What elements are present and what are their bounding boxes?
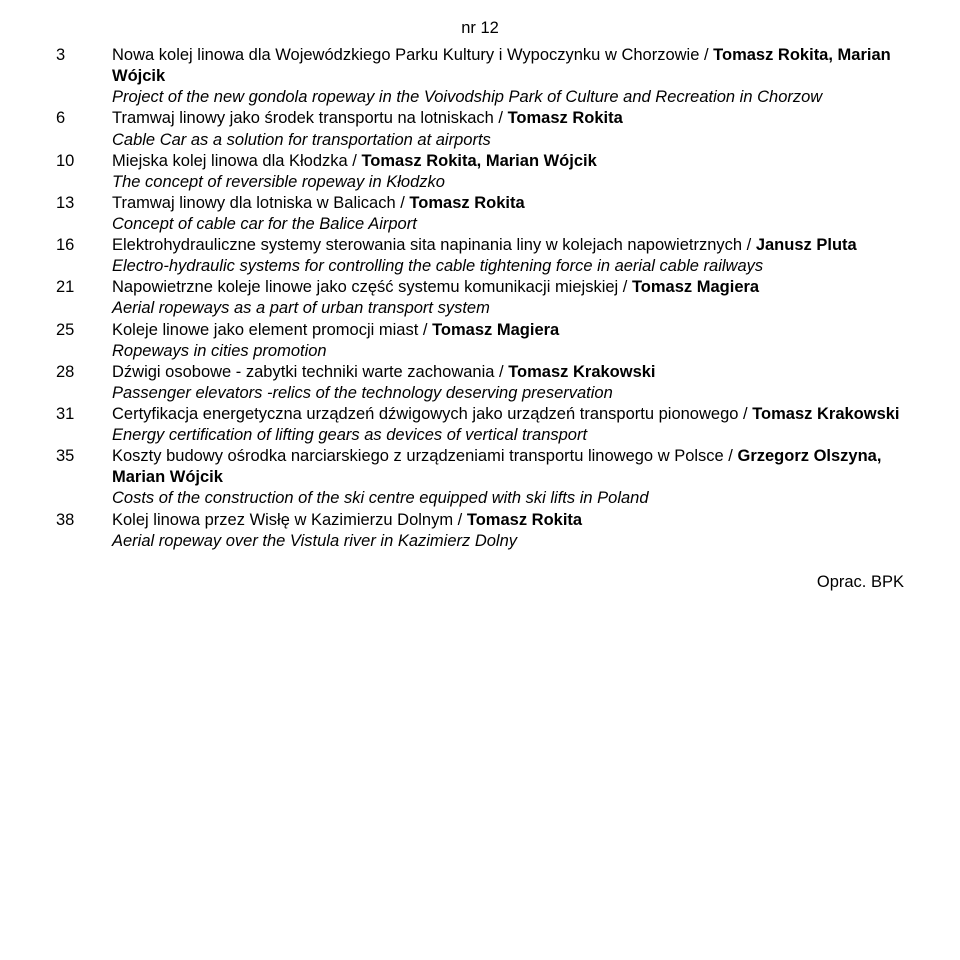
entry-author: Tomasz Magiera (432, 321, 559, 339)
entry-page-number: 25 (56, 320, 112, 341)
entry-title-text: Certyfikacja energetyczna urządzeń dźwig… (112, 405, 752, 423)
entry-subtitle: Electro-hydraulic systems for controllin… (112, 256, 904, 277)
entry-subtitle: Concept of cable car for the Balice Airp… (112, 214, 904, 235)
entry-subtitle: Energy certification of lifting gears as… (112, 425, 904, 446)
entry-title: Certyfikacja energetyczna urządzeń dźwig… (112, 404, 904, 425)
entry-title-text: Kolej linowa przez Wisłę w Kazimierzu Do… (112, 511, 467, 529)
entry-body: Elektrohydrauliczne systemy sterowania s… (112, 235, 904, 277)
entry-title: Koleje linowe jako element promocji mias… (112, 320, 904, 341)
entry-author: Tomasz Rokita, Marian Wójcik (361, 152, 596, 170)
entry-body: Napowietrzne koleje linowe jako część sy… (112, 277, 904, 319)
entry-body: Certyfikacja energetyczna urządzeń dźwig… (112, 404, 904, 446)
toc-entry: 3Nowa kolej linowa dla Wojewódzkiego Par… (56, 45, 904, 108)
toc-entry: 10Miejska kolej linowa dla Kłodzka / Tom… (56, 151, 904, 193)
entry-title: Dźwigi osobowe - zabytki techniki warte … (112, 362, 904, 383)
entry-author: Tomasz Rokita (508, 109, 623, 127)
entry-author: Tomasz Krakowski (508, 363, 655, 381)
entry-title: Koszty budowy ośrodka narciarskiego z ur… (112, 446, 904, 488)
entry-page-number: 10 (56, 151, 112, 172)
entry-title-text: Tramwaj linowy dla lotniska w Balicach / (112, 194, 409, 212)
entries-list: 3Nowa kolej linowa dla Wojewódzkiego Par… (56, 45, 904, 552)
toc-entry: 38Kolej linowa przez Wisłę w Kazimierzu … (56, 510, 904, 552)
entry-title-text: Tramwaj linowy jako środek transportu na… (112, 109, 508, 127)
entry-author: Tomasz Krakowski (752, 405, 899, 423)
entry-page-number: 16 (56, 235, 112, 256)
entry-subtitle: Ropeways in cities promotion (112, 341, 904, 362)
entry-page-number: 28 (56, 362, 112, 383)
entry-title: Tramwaj linowy jako środek transportu na… (112, 108, 904, 129)
entry-page-number: 21 (56, 277, 112, 298)
entry-body: Tramwaj linowy jako środek transportu na… (112, 108, 904, 150)
footer-credit: Oprac. BPK (56, 572, 904, 593)
entry-title-text: Miejska kolej linowa dla Kłodzka / (112, 152, 361, 170)
entry-page-number: 35 (56, 446, 112, 467)
issue-number: nr 12 (56, 18, 904, 39)
toc-entry: 21Napowietrzne koleje linowe jako część … (56, 277, 904, 319)
entry-page-number: 31 (56, 404, 112, 425)
entry-author: Tomasz Rokita (409, 194, 524, 212)
entry-title-text: Koleje linowe jako element promocji mias… (112, 321, 432, 339)
entry-title-text: Elektrohydrauliczne systemy sterowania s… (112, 236, 756, 254)
entry-body: Koszty budowy ośrodka narciarskiego z ur… (112, 446, 904, 509)
entry-body: Tramwaj linowy dla lotniska w Balicach /… (112, 193, 904, 235)
entry-subtitle: Cable Car as a solution for transportati… (112, 130, 904, 151)
entry-subtitle: Passenger elevators -relics of the techn… (112, 383, 904, 404)
entry-page-number: 6 (56, 108, 112, 129)
entry-title: Miejska kolej linowa dla Kłodzka / Tomas… (112, 151, 904, 172)
toc-entry: 28Dźwigi osobowe - zabytki techniki wart… (56, 362, 904, 404)
toc-entry: 31Certyfikacja energetyczna urządzeń dźw… (56, 404, 904, 446)
entry-title-text: Koszty budowy ośrodka narciarskiego z ur… (112, 447, 737, 465)
entry-title: Tramwaj linowy dla lotniska w Balicach /… (112, 193, 904, 214)
entry-title-text: Nowa kolej linowa dla Wojewódzkiego Park… (112, 46, 713, 64)
entry-body: Nowa kolej linowa dla Wojewódzkiego Park… (112, 45, 904, 108)
toc-entry: 16Elektrohydrauliczne systemy sterowania… (56, 235, 904, 277)
entry-title: Kolej linowa przez Wisłę w Kazimierzu Do… (112, 510, 904, 531)
entry-subtitle: Aerial ropeway over the Vistula river in… (112, 531, 904, 552)
entry-title-text: Napowietrzne koleje linowe jako część sy… (112, 278, 632, 296)
entry-body: Kolej linowa przez Wisłę w Kazimierzu Do… (112, 510, 904, 552)
document-page: nr 12 3Nowa kolej linowa dla Wojewódzkie… (0, 0, 960, 593)
entry-page-number: 38 (56, 510, 112, 531)
entry-subtitle: Costs of the construction of the ski cen… (112, 488, 904, 509)
entry-title: Elektrohydrauliczne systemy sterowania s… (112, 235, 904, 256)
toc-entry: 6Tramwaj linowy jako środek transportu n… (56, 108, 904, 150)
toc-entry: 25Koleje linowe jako element promocji mi… (56, 320, 904, 362)
entry-title: Napowietrzne koleje linowe jako część sy… (112, 277, 904, 298)
entry-page-number: 3 (56, 45, 112, 66)
entry-body: Dźwigi osobowe - zabytki techniki warte … (112, 362, 904, 404)
entry-author: Tomasz Rokita (467, 511, 582, 529)
entry-title-text: Dźwigi osobowe - zabytki techniki warte … (112, 363, 508, 381)
toc-entry: 35Koszty budowy ośrodka narciarskiego z … (56, 446, 904, 509)
entry-page-number: 13 (56, 193, 112, 214)
entry-title: Nowa kolej linowa dla Wojewódzkiego Park… (112, 45, 904, 87)
toc-entry: 13Tramwaj linowy dla lotniska w Balicach… (56, 193, 904, 235)
entry-subtitle: The concept of reversible ropeway in Kło… (112, 172, 904, 193)
entry-author: Janusz Pluta (756, 236, 857, 254)
entry-author: Tomasz Magiera (632, 278, 759, 296)
entry-subtitle: Aerial ropeways as a part of urban trans… (112, 298, 904, 319)
entry-body: Miejska kolej linowa dla Kłodzka / Tomas… (112, 151, 904, 193)
entry-body: Koleje linowe jako element promocji mias… (112, 320, 904, 362)
entry-subtitle: Project of the new gondola ropeway in th… (112, 87, 904, 108)
